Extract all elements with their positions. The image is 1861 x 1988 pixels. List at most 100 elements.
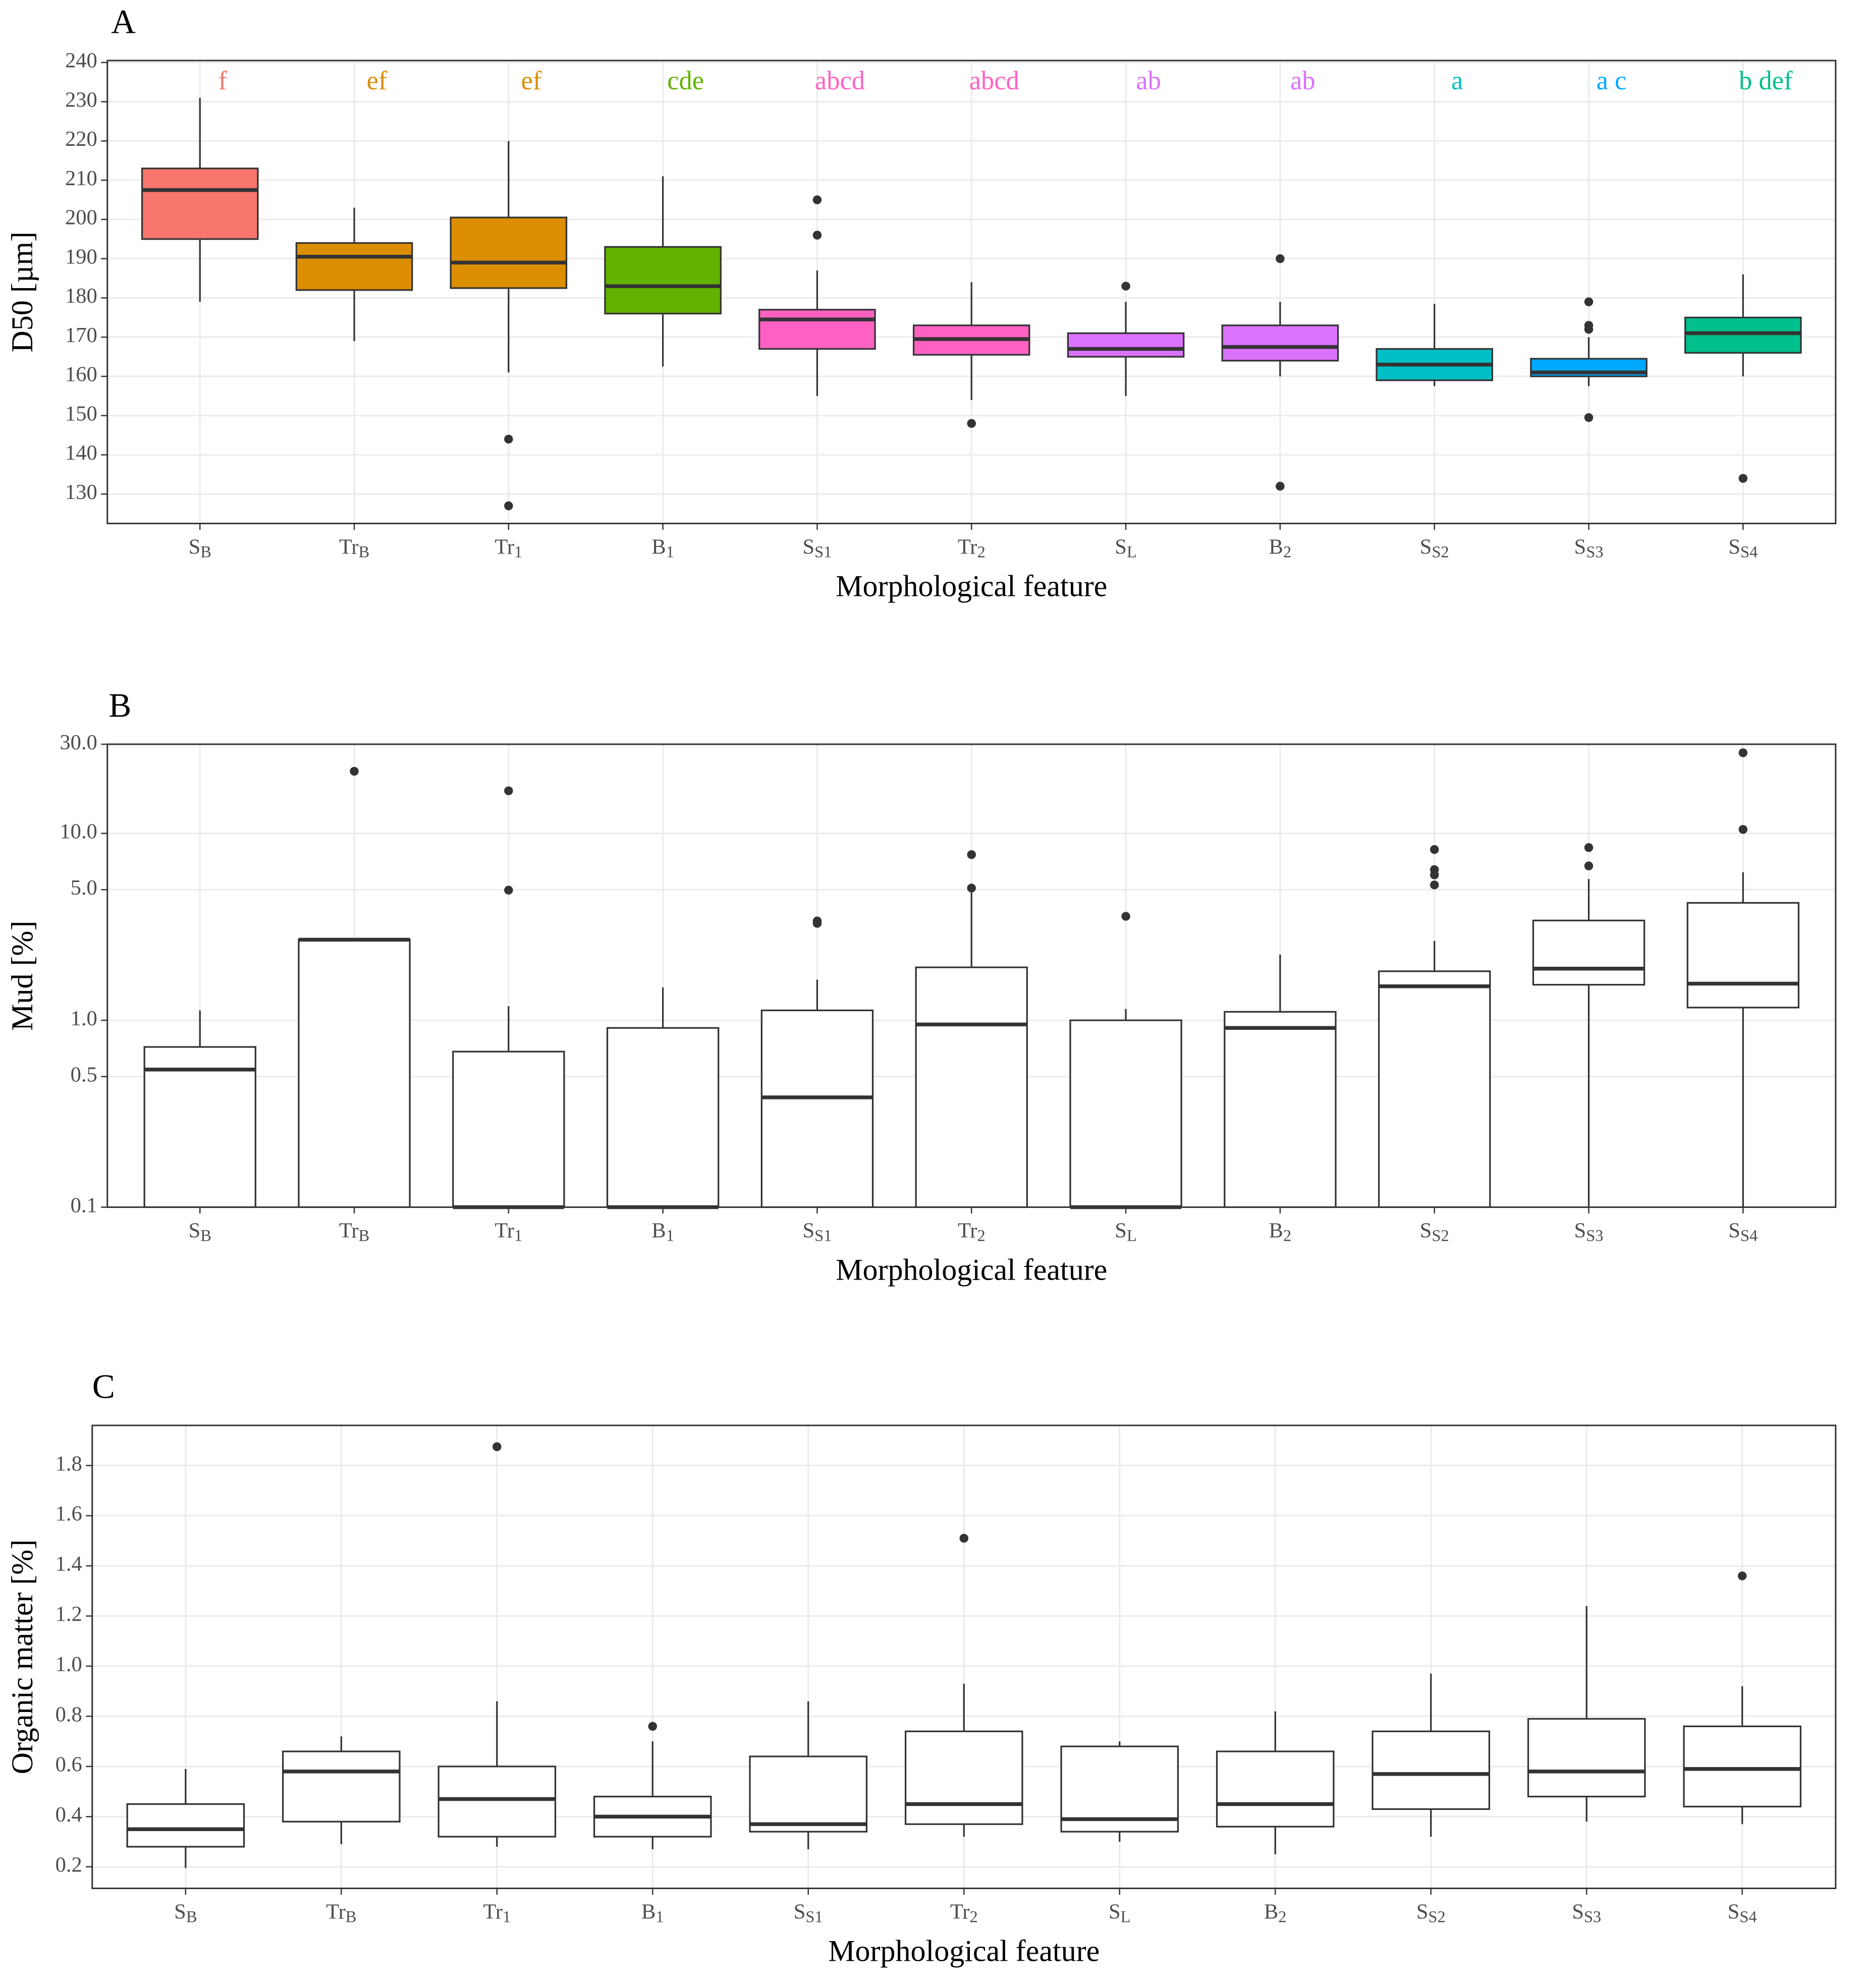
y-tick-label: 0.4 <box>56 1803 82 1827</box>
x-tick-base: S <box>802 1219 814 1242</box>
x-tick-sub: 1 <box>655 1908 664 1926</box>
outlier <box>1584 324 1594 334</box>
x-tick-base: S <box>1728 1219 1740 1242</box>
box <box>1378 970 1491 1208</box>
y-tick-label: 220 <box>65 127 97 151</box>
x-tick-sub: B <box>200 1227 211 1245</box>
outlier <box>1276 481 1285 491</box>
y-tick-label: 1.2 <box>56 1602 82 1626</box>
outlier <box>1430 870 1439 879</box>
x-tick-label: SS2 <box>1420 535 1449 562</box>
x-tick-label: B2 <box>1269 1219 1292 1245</box>
outlier <box>492 1442 502 1451</box>
x-tick-sub: S3 <box>1586 543 1603 562</box>
y-tick-label: 1.6 <box>56 1502 82 1526</box>
x-tick-base: Tr <box>483 1900 503 1923</box>
x-tick-label: Tr2 <box>958 1219 986 1245</box>
y-tick-label: 160 <box>65 363 97 386</box>
x-tick-sub: S3 <box>1586 1227 1603 1245</box>
group-letter: b def <box>1739 66 1793 95</box>
x-tick-label: Tr1 <box>495 1219 522 1245</box>
group-letter: ef <box>521 66 541 95</box>
group-letter: ef <box>367 66 388 95</box>
x-tick-sub: L <box>1127 543 1137 562</box>
x-tick-label: SL <box>1115 1219 1137 1245</box>
x-tick-sub: B <box>200 543 211 562</box>
x-tick-label: TrB <box>326 1900 356 1926</box>
x-tick-base: Tr <box>339 1219 359 1242</box>
y-tick-label: 130 <box>65 480 97 504</box>
y-tick-label: 150 <box>65 402 97 425</box>
x-tick-label: TrB <box>339 1219 369 1245</box>
x-tick-sub: B <box>186 1908 197 1926</box>
x-tick-base: S <box>794 1900 806 1923</box>
box <box>760 1009 874 1208</box>
x-tick-label: SS2 <box>1416 1900 1446 1926</box>
y-tick-label: 5.0 <box>71 876 97 900</box>
outlier <box>1584 413 1594 422</box>
group-letter: cde <box>667 66 704 95</box>
outlier <box>959 1533 968 1543</box>
group-letter: ab <box>1290 66 1316 95</box>
box <box>1372 1730 1491 1810</box>
group-letter: a <box>1451 66 1463 95</box>
x-tick-base: S <box>1574 1219 1586 1242</box>
group-letter: ab <box>1136 66 1161 95</box>
group-letter: abcd <box>815 66 865 95</box>
y-tick-label: 1.4 <box>56 1552 82 1576</box>
x-tick-base: B <box>641 1900 655 1923</box>
x-tick-base: B <box>1269 1219 1283 1242</box>
box <box>1224 1011 1337 1208</box>
panel-label: A <box>111 3 136 40</box>
y-axis-title: D50 [µm] <box>6 232 39 353</box>
box <box>1067 332 1185 358</box>
outlier <box>812 916 822 926</box>
x-axis-title: Morphological feature <box>836 1253 1107 1286</box>
outlier <box>1737 1571 1747 1580</box>
group-letter: f <box>218 66 227 95</box>
x-tick-base: Tr <box>495 1219 514 1242</box>
outlier <box>504 886 513 895</box>
x-tick-base: S <box>1115 1219 1127 1242</box>
x-tick-label: SB <box>189 535 211 562</box>
outlier <box>967 850 976 859</box>
x-tick-sub: L <box>1121 1908 1131 1926</box>
y-tick-label: 170 <box>65 323 97 347</box>
box <box>143 1046 256 1208</box>
x-tick-label: SS4 <box>1728 1219 1758 1245</box>
x-tick-base: S <box>1416 1900 1429 1923</box>
x-tick-sub: 2 <box>1283 1227 1291 1245</box>
x-tick-label: TrB <box>339 535 369 562</box>
box <box>1532 919 1646 986</box>
outlier <box>350 766 359 776</box>
y-tick-label: 1.8 <box>56 1452 82 1475</box>
outlier <box>1121 912 1130 921</box>
x-tick-sub: 1 <box>666 543 674 562</box>
y-axis-title: Mud [%] <box>6 921 39 1031</box>
box <box>282 1750 401 1823</box>
box <box>606 1027 720 1208</box>
x-tick-label: B1 <box>651 1219 674 1245</box>
outlier <box>1430 880 1439 890</box>
x-tick-sub: S1 <box>805 1908 823 1926</box>
x-tick-base: Tr <box>326 1900 346 1923</box>
y-tick-label: 1.0 <box>56 1652 82 1676</box>
x-tick-base: B <box>1269 535 1283 559</box>
x-tick-label: SS3 <box>1574 535 1603 562</box>
x-tick-base: S <box>189 535 201 559</box>
outlier <box>1276 254 1285 263</box>
y-tick-label: 240 <box>65 49 97 73</box>
x-tick-sub: B <box>346 1908 357 1926</box>
x-tick-base: S <box>1572 1900 1584 1923</box>
box <box>915 966 1028 1208</box>
x-axis-title: Morphological feature <box>828 1934 1100 1967</box>
outlier <box>812 231 822 240</box>
x-tick-label: SS3 <box>1574 1219 1603 1245</box>
x-tick-sub: S4 <box>1740 1227 1758 1245</box>
x-tick-label: B1 <box>651 535 674 562</box>
x-tick-label: Tr2 <box>950 1900 978 1926</box>
y-axis-title: Organic matter [%] <box>6 1539 39 1774</box>
plot-border <box>106 743 1837 1208</box>
x-tick-sub: S2 <box>1432 543 1449 562</box>
